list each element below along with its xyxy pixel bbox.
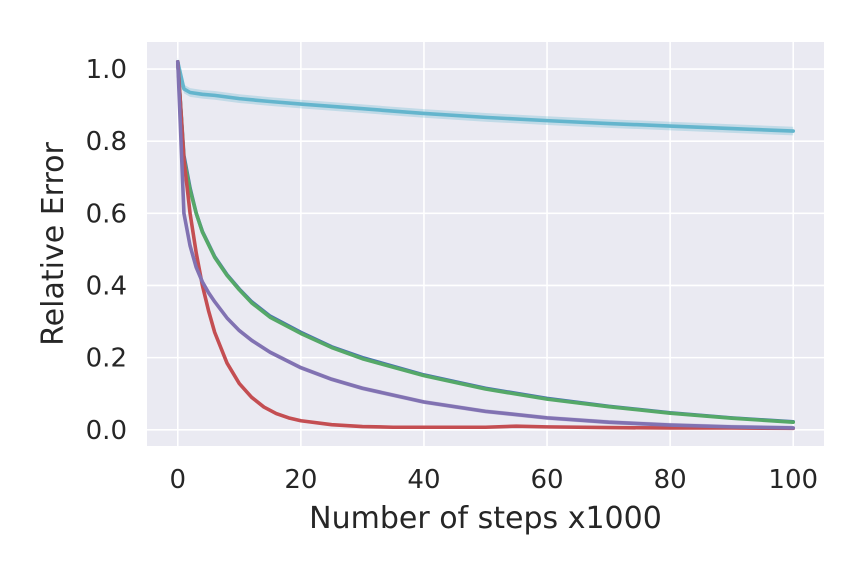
grid-lines: [147, 42, 824, 446]
y-axis-title: Relative Error: [36, 142, 71, 346]
series-lines: [175, 60, 796, 431]
x-tick-label: 80: [654, 465, 687, 495]
series-line-cyan: [175, 60, 796, 133]
y-tick-label: 0.8: [86, 127, 127, 157]
x-tick-label: 20: [284, 465, 317, 495]
x-tick-label: 0: [169, 465, 186, 495]
x-tick-label: 100: [768, 465, 818, 495]
series-line-green: [175, 60, 796, 424]
y-tick-label: 0.2: [86, 344, 127, 374]
y-tick-label: 0.6: [86, 199, 127, 229]
y-tick-label: 0.4: [86, 271, 127, 301]
x-tick-label: 40: [407, 465, 440, 495]
y-tick-label: 1.0: [86, 55, 127, 85]
series-line-purple: [175, 60, 796, 430]
plot-area: [147, 42, 824, 446]
x-axis-title: Number of steps x1000: [309, 501, 662, 536]
y-tick-label: 0.0: [86, 416, 127, 446]
x-tick-label: 60: [530, 465, 563, 495]
x-tick-labels: 0 20 40 60 80 100: [169, 465, 818, 495]
y-tick-labels: 0.0 0.2 0.4 0.6 0.8 1.0: [86, 55, 127, 446]
